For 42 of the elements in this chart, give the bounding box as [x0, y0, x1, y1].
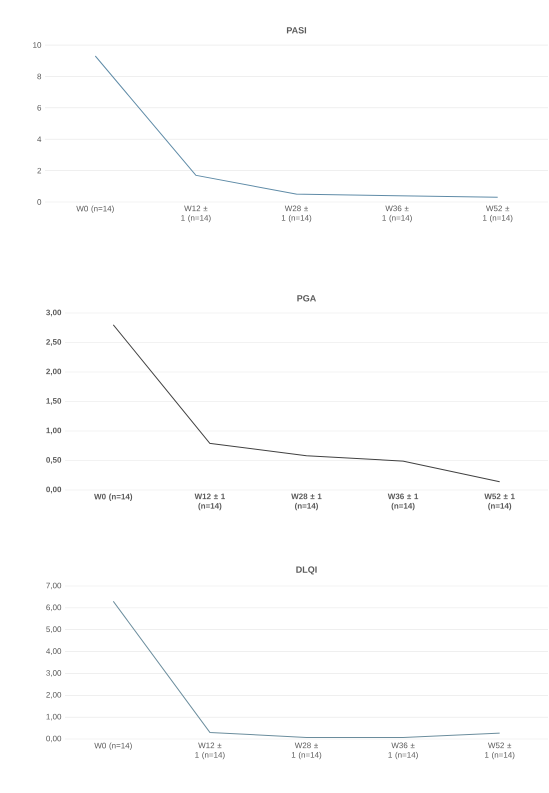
y-tick-label: 4,00 [46, 648, 62, 655]
y-tick-label: 2,50 [46, 339, 62, 346]
x-tick-label: W0 (n=14) [94, 742, 132, 750]
y-tick-label: 0,00 [46, 736, 62, 742]
chart-title: PGA [297, 295, 316, 302]
y-tick-label: 7,00 [46, 582, 62, 590]
y-tick-label: 4 [37, 136, 42, 142]
y-tick-label: 8 [37, 74, 42, 80]
x-tick-label: W0 (n=14) [94, 494, 132, 501]
x-tick-label: W12 ± 1 (n=14) [181, 206, 211, 222]
line-series [94, 56, 498, 198]
x-tick-label: W52 ± 1 (n=14) [485, 742, 514, 760]
line-series [112, 600, 500, 738]
y-tick-label: 3,00 [46, 310, 62, 316]
chart-title: DLQI [296, 566, 317, 574]
y-tick-label: 0,00 [46, 486, 62, 494]
x-tick-label: W36 ± 1 (n=14) [382, 206, 412, 222]
y-tick-label: 5,00 [46, 626, 62, 634]
x-tick-label: W12 ± 1 (n=14) [194, 494, 225, 510]
y-tick-label: 3,00 [46, 670, 62, 677]
x-tick-label: W0 (n=14) [76, 206, 114, 213]
x-tick-label: W36 ± 1 (n=14) [388, 494, 418, 510]
x-tick-label: W52 ± 1 (n=14) [483, 206, 512, 222]
y-tick-label: 2 [37, 168, 42, 174]
y-tick-label: 1,00 [46, 714, 62, 720]
y-tick-label: 10 [33, 42, 42, 48]
y-tick-label: 6,00 [46, 604, 62, 612]
line-series [112, 324, 500, 482]
y-tick-label: 2,00 [46, 692, 62, 699]
y-tick-label: 6 [37, 104, 42, 111]
x-tick-label: W28 ± 1 (n=14) [291, 494, 322, 510]
y-tick-label: 1,50 [46, 398, 62, 405]
y-tick-label: 0 [37, 199, 42, 205]
chart-title: PASI [286, 27, 306, 34]
y-tick-label: 0,50 [46, 457, 62, 464]
x-tick-label: W28 ± 1 (n=14) [292, 742, 322, 760]
y-tick-label: 2,00 [46, 368, 62, 376]
x-tick-label: W12 ± 1 (n=14) [195, 742, 225, 760]
y-tick-label: 1,00 [46, 428, 62, 434]
x-tick-label: W36 ± 1 (n=14) [388, 742, 418, 760]
x-tick-label: W52 ± 1 (n=14) [484, 494, 515, 510]
x-tick-label: W28 ± 1 (n=14) [282, 206, 312, 222]
